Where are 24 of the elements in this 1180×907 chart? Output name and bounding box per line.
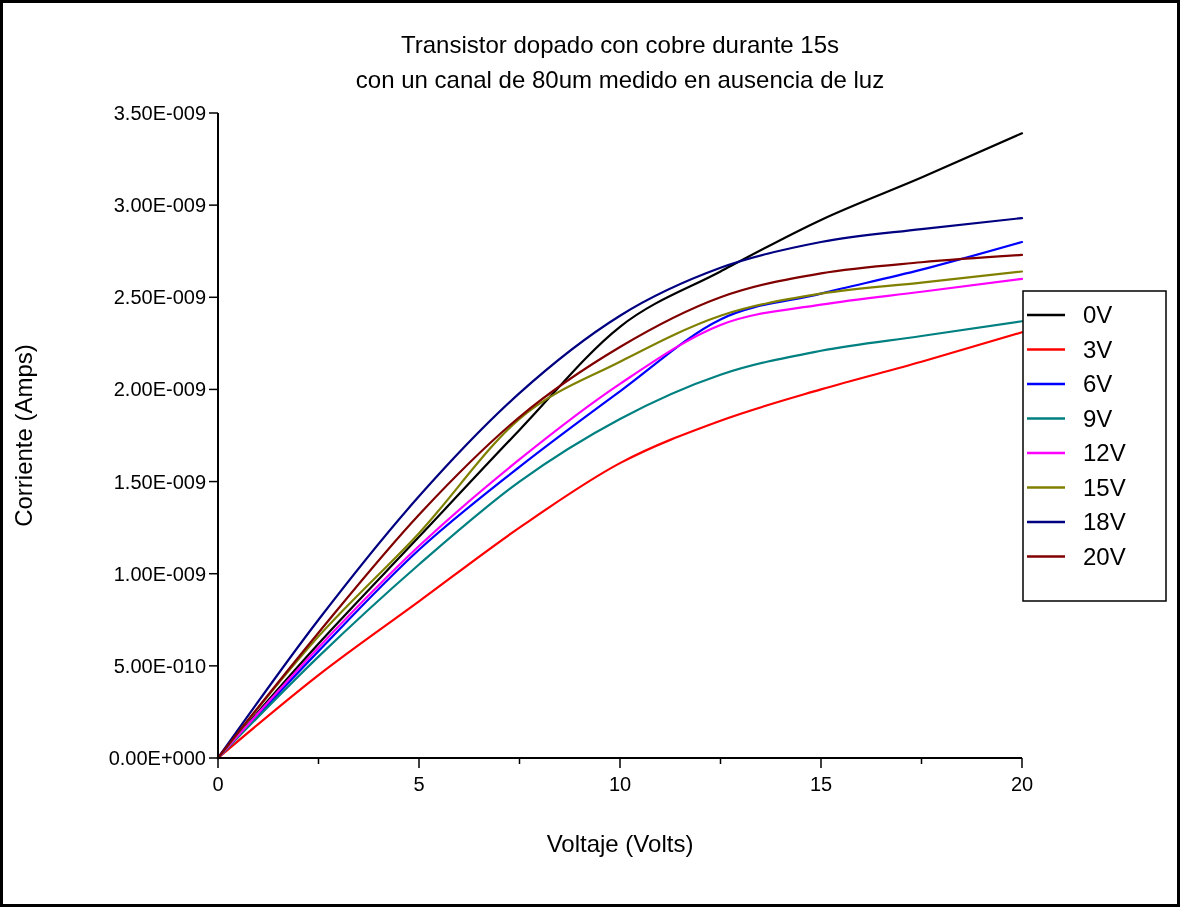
- y-tick-label: 0.00E+000: [108, 747, 206, 769]
- legend-label: 6V: [1083, 370, 1113, 398]
- legend-label: 0V: [1083, 301, 1113, 329]
- legend-label: 15V: [1083, 473, 1126, 501]
- y-tick-label: 2.50E-009: [113, 286, 206, 309]
- legend-label: 12V: [1083, 439, 1126, 467]
- x-tick-label: 0: [212, 773, 224, 795]
- y-tick-label: 1.50E-009: [113, 470, 206, 493]
- y-tick-label: 1.00E-009: [113, 562, 206, 585]
- x-tick-label: 15: [809, 773, 833, 795]
- legend-label: 3V: [1083, 335, 1113, 363]
- y-axis-title: Corriente (Amps): [10, 344, 37, 527]
- legend-label: 20V: [1083, 542, 1126, 570]
- x-tick-label: 20: [1010, 773, 1034, 795]
- legend-label: 18V: [1083, 508, 1126, 536]
- y-tick-label: 3.50E-009: [113, 102, 206, 124]
- y-tick-label: 3.00E-009: [113, 194, 206, 217]
- y-tick-label: 5.00E-010: [113, 654, 206, 677]
- x-axis-title: Voltaje (Volts): [546, 830, 694, 857]
- y-tick-label: 2.00E-009: [113, 378, 206, 401]
- legend-label: 9V: [1083, 404, 1113, 432]
- x-tick-label: 5: [413, 773, 425, 795]
- x-tick-label: 10: [608, 773, 632, 795]
- chart-title: Transistor dopado con cobre durante 15s con un canal de 80um medido en ausencia de luz: [355, 31, 885, 93]
